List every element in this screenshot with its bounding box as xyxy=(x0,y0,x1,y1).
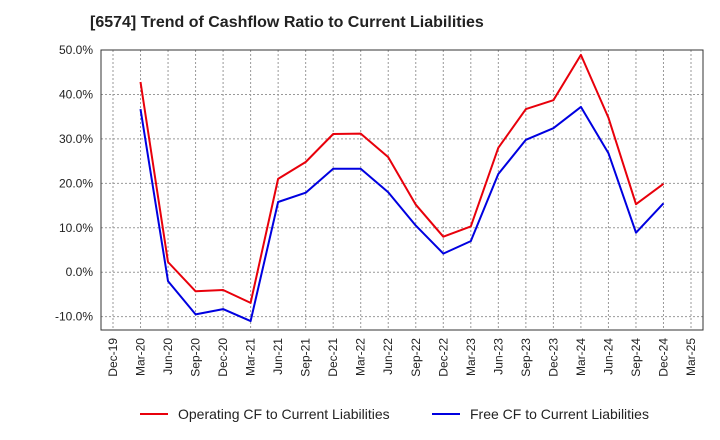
series-line-free-cf xyxy=(139,105,665,323)
x-tick-label: Jun-23 xyxy=(491,338,505,375)
y-tick-label: -10.0% xyxy=(55,310,93,324)
x-tick-label: Sep-24 xyxy=(629,338,643,377)
legend: Operating CF to Current Liabilities Free … xyxy=(140,406,649,422)
x-tick-label: Dec-21 xyxy=(326,338,340,377)
x-tick-label: Jun-22 xyxy=(381,338,395,375)
legend-label: Operating CF to Current Liabilities xyxy=(178,406,390,422)
y-tick-label: 20.0% xyxy=(59,176,93,190)
x-tick-label: Mar-24 xyxy=(574,338,588,376)
x-axis-ticks: Dec-19 Mar-20 Jun-20 Sep-20 Dec-20 Mar-21 Jun-… xyxy=(106,338,698,377)
y-tick-label: 30.0% xyxy=(59,132,93,146)
x-tick-label: Dec-22 xyxy=(436,338,450,377)
x-tick-label: Jun-20 xyxy=(161,338,175,375)
x-tick-label: Dec-23 xyxy=(546,338,560,377)
y-axis-ticks: 50.0% 40.0% 30.0% 20.0% 10.0% 0.0% -10.0% xyxy=(55,43,93,324)
x-tick-label: Dec-19 xyxy=(106,338,120,377)
x-tick-label: Jun-21 xyxy=(271,338,285,375)
x-tick-label: Mar-20 xyxy=(134,338,148,376)
x-tick-label: Sep-20 xyxy=(189,338,203,377)
grid-layer xyxy=(101,49,703,330)
series-line-operating-cf xyxy=(139,53,665,304)
x-tick-label: Mar-23 xyxy=(464,338,478,376)
legend-label: Free CF to Current Liabilities xyxy=(470,406,649,422)
x-tick-label: Mar-25 xyxy=(684,338,698,376)
y-tick-label: 0.0% xyxy=(66,265,94,279)
chart-title: [6574] Trend of Cashflow Ratio to Curren… xyxy=(90,14,484,31)
series-layer xyxy=(139,53,665,323)
x-tick-label: Mar-22 xyxy=(354,338,368,376)
x-tick-label: Mar-21 xyxy=(244,338,258,376)
x-tick-label: Dec-24 xyxy=(656,338,670,377)
y-tick-label: 10.0% xyxy=(59,221,93,235)
plot-area xyxy=(100,49,704,331)
y-tick-label: 40.0% xyxy=(59,87,93,101)
x-tick-label: Sep-23 xyxy=(519,338,533,377)
x-tick-label: Sep-21 xyxy=(299,338,313,377)
x-tick-label: Sep-22 xyxy=(409,338,423,377)
y-tick-label: 50.0% xyxy=(59,43,93,57)
x-tick-label: Dec-20 xyxy=(216,338,230,377)
x-tick-label: Jun-24 xyxy=(601,338,615,375)
